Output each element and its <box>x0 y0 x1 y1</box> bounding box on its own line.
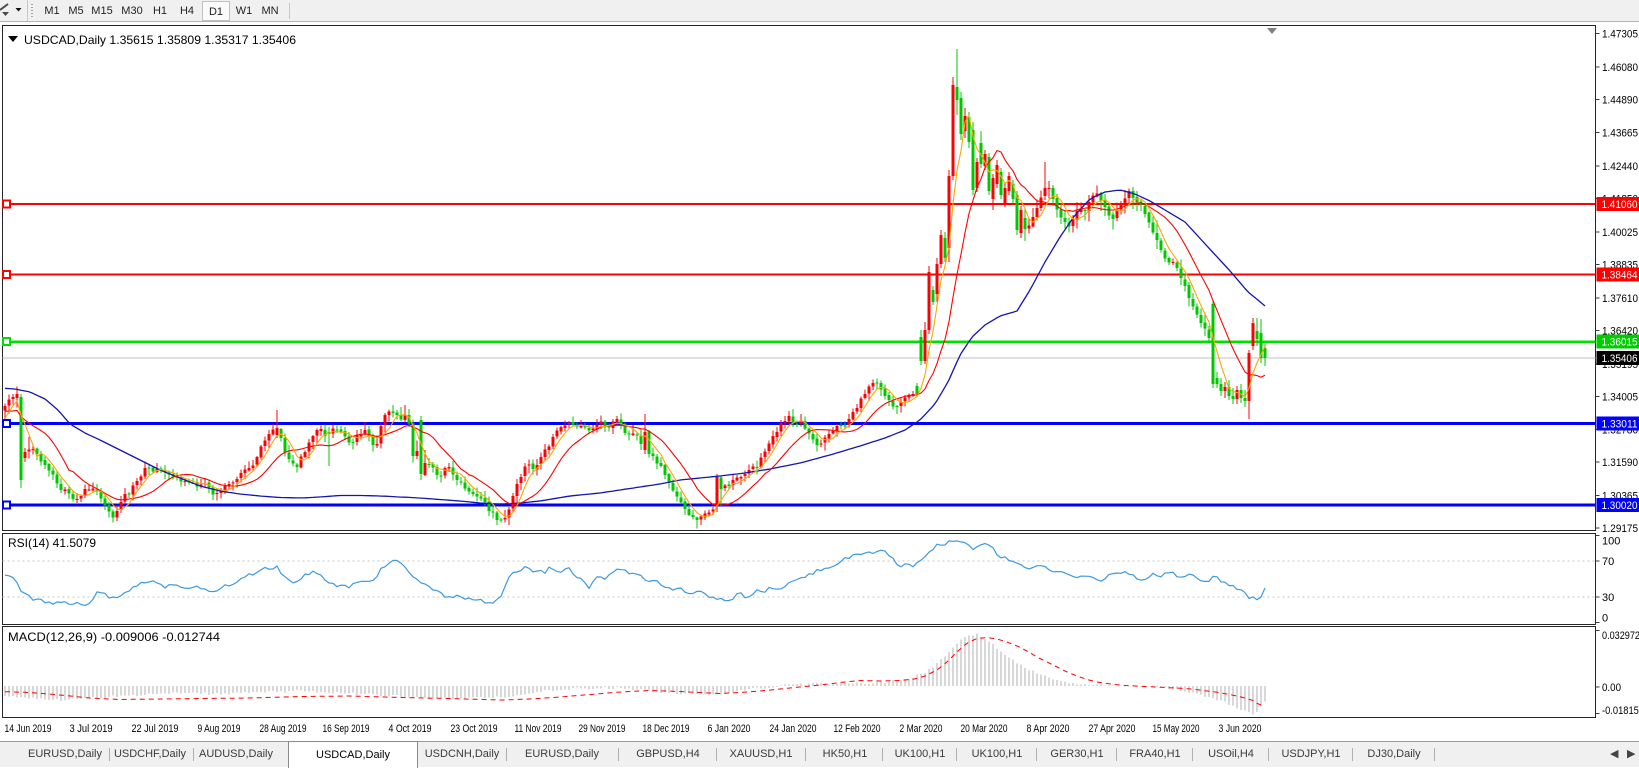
svg-text:28 Aug 2019: 28 Aug 2019 <box>260 723 307 735</box>
svg-text:1.35406: 1.35406 <box>1602 353 1638 365</box>
svg-text:0.00: 0.00 <box>1602 682 1621 694</box>
svg-text:RSI(14) 41.5079: RSI(14) 41.5079 <box>8 536 96 550</box>
svg-text:0: 0 <box>1602 613 1608 625</box>
svg-text:1.29175: 1.29175 <box>1602 523 1638 535</box>
svg-text:24 Jan 2020: 24 Jan 2020 <box>770 723 817 735</box>
svg-text:11 Nov 2019: 11 Nov 2019 <box>515 723 562 735</box>
svg-text:1.46080: 1.46080 <box>1602 62 1638 74</box>
svg-text:15 May 2020: 15 May 2020 <box>1153 723 1200 735</box>
svg-text:29 Nov 2019: 29 Nov 2019 <box>579 723 626 735</box>
svg-text:1.42440: 1.42440 <box>1602 161 1638 173</box>
svg-text:16 Sep 2019: 16 Sep 2019 <box>323 723 370 735</box>
svg-text:-0.018154: -0.018154 <box>1602 705 1639 717</box>
svg-text:1.47305: 1.47305 <box>1602 28 1638 40</box>
svg-text:8 Apr 2020: 8 Apr 2020 <box>1027 723 1070 735</box>
svg-text:30: 30 <box>1602 592 1614 604</box>
svg-text:1.38464: 1.38464 <box>1602 270 1638 282</box>
svg-text:1.30020: 1.30020 <box>1602 500 1638 512</box>
svg-text:1.44890: 1.44890 <box>1602 94 1638 106</box>
svg-text:3 Jul 2019: 3 Jul 2019 <box>70 723 113 735</box>
svg-text:1.43665: 1.43665 <box>1602 128 1638 140</box>
svg-text:1.31590: 1.31590 <box>1602 457 1638 469</box>
svg-text:2 Mar 2020: 2 Mar 2020 <box>900 723 943 735</box>
svg-text:4 Oct 2019: 4 Oct 2019 <box>389 723 432 735</box>
svg-text:1.34005: 1.34005 <box>1602 391 1638 403</box>
svg-text:100: 100 <box>1602 536 1620 548</box>
svg-text:70: 70 <box>1602 556 1614 568</box>
svg-text:18 Dec 2019: 18 Dec 2019 <box>643 723 690 735</box>
svg-text:3 Jun 2020: 3 Jun 2020 <box>1219 723 1262 735</box>
svg-text:12 Feb 2020: 12 Feb 2020 <box>834 723 881 735</box>
svg-text:1.36015: 1.36015 <box>1602 337 1638 349</box>
svg-text:20 Mar 2020: 20 Mar 2020 <box>961 723 1008 735</box>
svg-text:USDCAD,Daily 1.35615 1.35809: USDCAD,Daily 1.35615 1.35809 1.35317 1.3… <box>24 33 296 47</box>
svg-text:9 Aug 2019: 9 Aug 2019 <box>198 723 241 735</box>
svg-text:0.032972: 0.032972 <box>1602 630 1639 642</box>
svg-text:1.41060: 1.41060 <box>1602 199 1638 211</box>
svg-text:23 Oct 2019: 23 Oct 2019 <box>451 723 498 735</box>
svg-text:1.40025: 1.40025 <box>1602 227 1638 239</box>
svg-text:1.37610: 1.37610 <box>1602 293 1638 305</box>
svg-text:1.33011: 1.33011 <box>1602 418 1638 430</box>
svg-text:6 Jan 2020: 6 Jan 2020 <box>708 723 751 735</box>
svg-text:14 Jun 2019: 14 Jun 2019 <box>5 723 52 735</box>
svg-text:22 Jul 2019: 22 Jul 2019 <box>132 723 179 735</box>
svg-text:MACD(12,26,9) -0.009006 -0.012: MACD(12,26,9) -0.009006 -0.012744 <box>8 630 220 644</box>
svg-text:27 Apr 2020: 27 Apr 2020 <box>1089 723 1136 735</box>
